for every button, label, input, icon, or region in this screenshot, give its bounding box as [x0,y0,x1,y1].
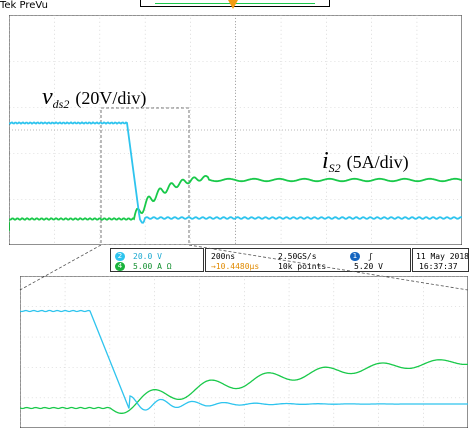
sample-rate: 2.50GS/s [278,252,317,261]
trigger-position-icon [228,0,238,9]
is-symbol: i [322,148,329,174]
ch4-scale: 5.00 A Ω [133,262,172,271]
zoom-waveform-plot [20,276,468,428]
date-text: 11 May 2018 [416,252,469,261]
trigger-position: →10.4480µs [211,262,260,271]
ch4-ground-marker[interactable] [9,221,10,232]
timebase-box[interactable]: 200ns 2.50GS/s 1 ʃ →10.4480µs 10k points… [205,248,411,272]
voltage-trace [9,121,462,224]
vds-symbol: v [42,84,53,110]
vds-subscript: ds2 [52,97,70,111]
scope-main-display: 4 [9,15,462,245]
is-subscript: S2 [328,161,341,175]
timestamp-box: 11 May 2018 16:37:37 [412,248,469,272]
is-scale: (5A/div) [346,152,409,172]
zoom-voltage-trace [20,309,468,411]
vds-scale: (20V/div) [75,88,147,108]
channel-scale-box[interactable]: 2 20.0 V 4 5.00 A Ω [110,248,204,272]
trigger-source-badge: 1 [350,252,360,261]
ch4-badge: 4 [115,262,125,271]
trigger-slope-icon: ʃ [368,252,373,261]
record-length: 10k points [278,262,327,271]
zoom-panel [20,276,468,428]
zoom-window-box [100,107,190,245]
time-text: 16:37:37 [419,262,458,271]
is-annotation: iS2 (5A/div) [322,148,409,175]
trigger-level: 5.20 V [354,262,383,271]
ch2-scale: 20.0 V [133,252,162,261]
current-trace [9,174,462,221]
main-waveform-plot: 4 [9,15,462,245]
ch2-badge: 2 [115,252,125,261]
time-per-div: 200ns [211,252,236,261]
zoom-current-trace [20,359,468,414]
vds-annotation: vds2 (20V/div) [42,84,146,111]
zoom-graticule [20,276,468,428]
scope-top-bar: Tek PreVu [0,0,474,16]
scope-mode-label: Tek PreVu [0,0,48,11]
status-readout: 2 20.0 V 4 5.00 A Ω 200ns 2.50GS/s 1 ʃ →… [9,246,469,274]
